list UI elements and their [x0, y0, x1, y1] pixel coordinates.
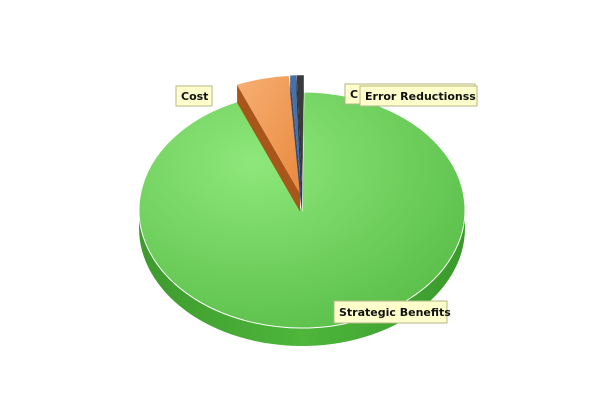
label-box [175, 85, 213, 107]
label-box [359, 85, 478, 107]
slice-top [138, 91, 466, 329]
label-text: Cost [181, 90, 208, 103]
label-error-reduction: Error Reductionss [359, 85, 478, 107]
slice-top [290, 75, 302, 194]
slices-layer [138, 75, 466, 346]
slice-strategic-benefits[interactable] [138, 91, 466, 346]
slice-wall [296, 75, 302, 212]
labels-layer: Cost C Error Reductionss Strategic Benefits [175, 83, 478, 324]
slice-top [296, 75, 304, 194]
label-cost: Cost [175, 85, 213, 107]
slice-cost[interactable] [237, 75, 301, 212]
slice-wall [301, 75, 304, 212]
slice-wall [290, 75, 302, 212]
label-text: C [350, 88, 358, 101]
slice-wall [237, 84, 301, 212]
slice-error-reduction[interactable] [296, 75, 304, 212]
label-text: Error Reductionss [365, 90, 476, 103]
label-text: Strategic Benefits [339, 306, 451, 319]
slice-top [237, 75, 301, 194]
label-box [333, 300, 448, 324]
label-strategic-benefits: Strategic Benefits [333, 300, 451, 324]
